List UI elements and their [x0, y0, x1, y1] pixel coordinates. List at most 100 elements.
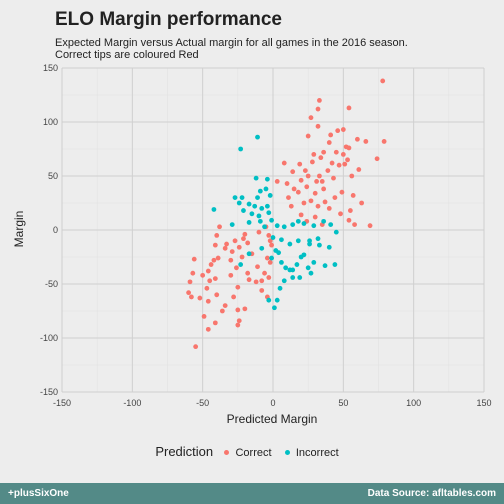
point-correct [235, 307, 241, 313]
point-correct [255, 264, 260, 270]
point-incorrect [266, 297, 272, 303]
point-correct [359, 200, 365, 206]
point-correct [228, 272, 234, 278]
point-incorrect [308, 270, 314, 276]
point-incorrect [264, 176, 270, 182]
y-tick-label: -150 [40, 387, 58, 397]
y-tick-label: -100 [40, 333, 58, 343]
point-incorrect [274, 297, 280, 303]
point-correct [331, 175, 336, 181]
point-correct [259, 278, 265, 284]
point-incorrect [255, 134, 260, 140]
point-correct [190, 270, 196, 276]
subtitle-line-2: Correct tips are coloured Red [55, 49, 199, 61]
point-correct [214, 292, 220, 298]
point-incorrect [266, 210, 272, 216]
point-correct [193, 344, 199, 350]
point-correct [381, 139, 387, 144]
point-correct [342, 161, 348, 167]
point-correct [245, 270, 251, 276]
point-correct [197, 295, 203, 301]
point-correct [207, 278, 213, 284]
point-correct [284, 181, 290, 186]
point-incorrect [326, 244, 332, 250]
point-incorrect [256, 213, 262, 219]
point-incorrect [311, 260, 317, 265]
point-correct [380, 78, 386, 84]
point-correct [235, 284, 241, 290]
point-correct [315, 106, 321, 112]
point-incorrect [322, 263, 328, 269]
point-correct [235, 322, 241, 328]
point-correct [219, 308, 225, 314]
point-correct [326, 206, 332, 211]
point-incorrect [307, 241, 312, 247]
point-correct [302, 168, 308, 174]
point-correct [266, 233, 272, 238]
point-correct [205, 268, 211, 274]
point-incorrect [236, 200, 242, 206]
point-incorrect [269, 255, 274, 261]
point-incorrect [262, 224, 267, 230]
point-incorrect [246, 220, 252, 225]
point-correct [242, 306, 248, 312]
point-incorrect [238, 146, 244, 152]
point-correct [245, 240, 251, 246]
x-tick-label: -50 [196, 398, 209, 408]
point-correct [308, 198, 314, 204]
point-correct [345, 157, 350, 163]
point-correct [363, 139, 369, 144]
point-correct [335, 128, 341, 134]
point-incorrect [317, 242, 322, 248]
point-correct [236, 318, 242, 324]
point-correct [274, 179, 280, 184]
point-correct [312, 190, 318, 196]
point-correct [191, 256, 197, 262]
point-correct [319, 179, 325, 184]
point-incorrect [283, 265, 289, 271]
point-incorrect [333, 229, 339, 235]
point-incorrect [311, 223, 317, 229]
point-correct [217, 224, 222, 230]
point-correct [234, 265, 239, 271]
point-correct [295, 189, 301, 195]
point-incorrect [246, 251, 252, 257]
point-correct [326, 140, 332, 145]
point-incorrect [272, 305, 277, 311]
point-incorrect [249, 211, 255, 217]
point-correct [356, 167, 362, 172]
point-correct [321, 149, 327, 155]
point-incorrect [239, 195, 245, 201]
point-correct [229, 249, 235, 255]
point-incorrect [276, 250, 282, 256]
point-correct [333, 149, 339, 155]
point-incorrect [264, 203, 270, 209]
legend-item-correct: Correct [224, 447, 272, 459]
point-correct [304, 184, 310, 190]
point-correct [211, 257, 217, 263]
point-correct [328, 132, 334, 138]
point-correct [374, 156, 380, 162]
point-correct [297, 161, 303, 167]
point-correct [317, 98, 322, 103]
x-tick-label: 50 [338, 398, 348, 408]
point-correct [305, 133, 311, 139]
point-correct [205, 298, 211, 304]
point-correct [367, 223, 373, 229]
point-correct [267, 260, 273, 265]
point-correct [262, 270, 267, 276]
x-axis-label: Predicted Margin [227, 412, 318, 426]
point-incorrect [290, 275, 296, 280]
point-correct [321, 186, 327, 192]
point-correct [253, 279, 259, 285]
x-tick-label: 100 [406, 398, 421, 408]
point-correct [264, 255, 270, 261]
point-correct [298, 177, 304, 183]
point-correct [352, 222, 357, 228]
point-correct [259, 288, 265, 293]
point-correct [309, 159, 315, 165]
legend-label-incorrect: Incorrect [295, 447, 339, 459]
point-correct [239, 254, 245, 260]
footer-source: Data Source: afltables.com [367, 488, 496, 499]
point-correct [187, 279, 193, 285]
